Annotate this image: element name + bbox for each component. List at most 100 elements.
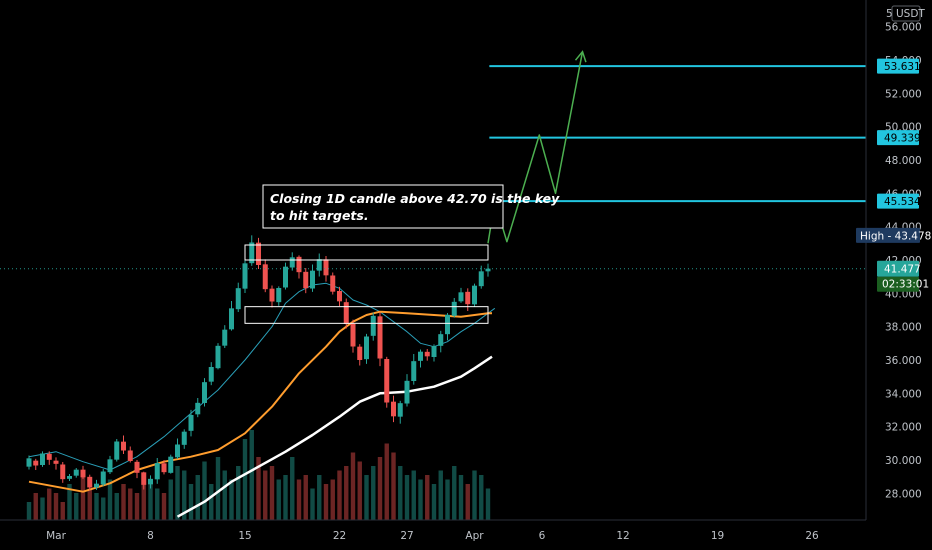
volume-bar (344, 466, 349, 520)
time-tick-label: 26 (805, 530, 819, 542)
volume-bar (290, 457, 295, 520)
volume-bar (296, 479, 302, 520)
candle-body (289, 257, 295, 268)
volume-bar (371, 466, 376, 520)
annotation-line-2: to hit targets. (270, 208, 369, 223)
volume-bars (26, 430, 491, 520)
candle-body (303, 271, 309, 289)
price-tick-label: 28.000 (885, 488, 922, 500)
volume-bar (26, 502, 32, 520)
candle-body (283, 266, 288, 288)
candle-body (40, 453, 45, 465)
candle-body (485, 268, 491, 272)
candle-body (175, 444, 180, 458)
volume-bar (222, 470, 227, 520)
target-price-tag (877, 58, 919, 74)
volume-bar (431, 484, 437, 520)
candle-body (451, 301, 457, 316)
candle-body (262, 264, 268, 290)
volume-bar (229, 479, 234, 520)
candle-body (276, 288, 282, 303)
candle-body (26, 458, 32, 467)
volume-bar (398, 466, 403, 520)
zone-box (244, 306, 489, 324)
volume-bar (236, 466, 241, 520)
candle-body (202, 382, 207, 403)
countdown-value: 02:33:01 (882, 279, 929, 291)
candle-body (404, 380, 410, 404)
time-tick-label: 6 (539, 530, 546, 542)
volume-bar (256, 457, 261, 520)
candle-body (256, 242, 261, 265)
volume-bar (411, 470, 416, 520)
candle-body (73, 469, 79, 476)
volume-bar (310, 488, 315, 520)
volume-bar (107, 479, 113, 520)
high-price-tag (856, 227, 920, 243)
candle-body (80, 469, 86, 478)
zone-box (244, 244, 489, 261)
volume-bar (425, 475, 430, 520)
volume-bar (40, 497, 45, 520)
candle-body (316, 259, 322, 271)
candle-body (397, 403, 403, 417)
time-tick-label: 15 (238, 530, 251, 542)
high-price-text: High - 43.478 (860, 230, 931, 242)
candle-body (141, 472, 147, 485)
candle-body (222, 329, 228, 346)
candle-body (242, 263, 248, 289)
volume-bar (323, 484, 329, 520)
target-price-tag (877, 193, 919, 209)
volume-bar (249, 430, 254, 520)
volume-bar (47, 488, 52, 520)
candle-body (370, 315, 376, 336)
candle-body (134, 461, 140, 473)
price-tick-label: 34.000 (885, 388, 922, 400)
volume-bar (303, 475, 308, 520)
volume-bar (195, 475, 200, 520)
volume-bar (472, 470, 477, 520)
time-axis-panel[interactable] (0, 520, 932, 550)
candle-body (418, 351, 423, 361)
countdown-tag (877, 276, 919, 292)
candle-body (465, 291, 471, 305)
volume-bar (80, 475, 86, 520)
volume-bar (357, 461, 362, 520)
candle-body (168, 456, 174, 473)
price-tick-label: 56.000 (885, 22, 922, 34)
time-tick-label: 19 (711, 530, 724, 542)
candle-body (310, 270, 315, 289)
price-tick-label: 52.000 (885, 88, 922, 100)
annotation-box: Closing 1D candle above 42.70 is the key… (262, 184, 560, 229)
candle-body (67, 476, 72, 479)
time-tick-label: 22 (333, 530, 346, 542)
target-price-tag (877, 130, 919, 146)
volume-bar (337, 470, 342, 520)
volume-bar (141, 475, 146, 520)
candle-body (114, 441, 120, 460)
ma-slow-line (176, 355, 493, 518)
volume-bar (94, 493, 99, 520)
volume-bar (418, 479, 423, 520)
volume-bar (391, 452, 396, 520)
candle-body (235, 288, 241, 310)
price-tags: 53.631 49.339 45.534 High - 43.478 41.477 02:… (856, 58, 931, 292)
candle-body (208, 367, 214, 382)
candle-body (46, 453, 52, 460)
candle-body (472, 285, 477, 305)
volume-bar (452, 466, 457, 520)
candle-body (154, 463, 160, 480)
candle-body (121, 441, 126, 451)
volume-bar (465, 484, 470, 520)
candle-body (384, 359, 390, 403)
volume-bar (161, 493, 167, 520)
candle-body (438, 334, 444, 346)
candle-body (458, 292, 464, 302)
time-tick-label: 8 (147, 530, 154, 542)
volume-bar (148, 484, 153, 520)
volume-bar (404, 475, 410, 520)
candle-body (215, 345, 221, 369)
candle-body (148, 478, 153, 485)
